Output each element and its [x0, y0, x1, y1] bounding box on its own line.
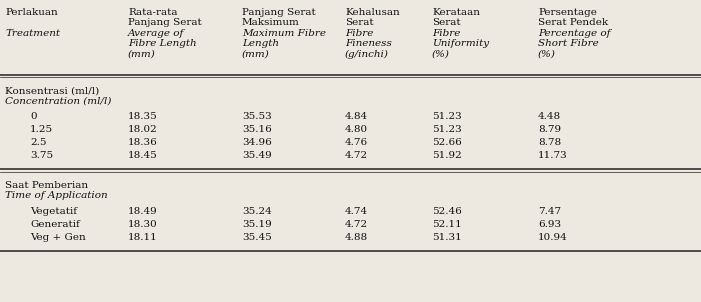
- Text: 35.24: 35.24: [242, 207, 272, 216]
- Text: 7.47: 7.47: [538, 207, 561, 216]
- Text: 18.11: 18.11: [128, 233, 158, 242]
- Text: 51.92: 51.92: [432, 152, 462, 160]
- Text: 4.84: 4.84: [345, 113, 368, 121]
- Text: 51.23: 51.23: [432, 113, 462, 121]
- Text: Rata-rata
Panjang Serat: Rata-rata Panjang Serat: [128, 8, 202, 27]
- Text: Kehalusan
Serat: Kehalusan Serat: [345, 8, 400, 27]
- Text: 35.45: 35.45: [242, 233, 272, 242]
- Text: Generatif: Generatif: [30, 220, 80, 229]
- Text: 35.49: 35.49: [242, 152, 272, 160]
- Text: 18.02: 18.02: [128, 126, 158, 134]
- Text: Panjang Serat
Maksimum: Panjang Serat Maksimum: [242, 8, 315, 27]
- Text: 4.72: 4.72: [345, 220, 368, 229]
- Text: Maximum Fibre
Length
(mm): Maximum Fibre Length (mm): [242, 29, 326, 59]
- Text: Kerataan
Serat: Kerataan Serat: [432, 8, 480, 27]
- Text: 11.73: 11.73: [538, 152, 568, 160]
- Text: 18.45: 18.45: [128, 152, 158, 160]
- Text: Average of
Fibre Length
(mm): Average of Fibre Length (mm): [128, 29, 196, 59]
- Text: 35.19: 35.19: [242, 220, 272, 229]
- Text: Fibre
Fineness
(g/inchi): Fibre Fineness (g/inchi): [345, 29, 392, 59]
- Text: 18.30: 18.30: [128, 220, 158, 229]
- Text: 4.74: 4.74: [345, 207, 368, 216]
- Text: Fibre
Uniformity
(%): Fibre Uniformity (%): [432, 29, 489, 59]
- Text: 8.78: 8.78: [538, 139, 561, 147]
- Text: Konsentrasi (ml/l): Konsentrasi (ml/l): [5, 86, 100, 95]
- Text: 4.80: 4.80: [345, 126, 368, 134]
- Text: 8.79: 8.79: [538, 126, 561, 134]
- Text: 51.23: 51.23: [432, 126, 462, 134]
- Text: 4.48: 4.48: [538, 113, 561, 121]
- Text: 35.53: 35.53: [242, 113, 272, 121]
- Text: 35.16: 35.16: [242, 126, 272, 134]
- Text: Persentage
Serat Pendek: Persentage Serat Pendek: [538, 8, 608, 27]
- Text: 4.76: 4.76: [345, 139, 368, 147]
- Text: 4.88: 4.88: [345, 233, 368, 242]
- Text: Percentage of
Short Fibre
(%): Percentage of Short Fibre (%): [538, 29, 611, 59]
- Text: Veg + Gen: Veg + Gen: [30, 233, 86, 242]
- Text: 34.96: 34.96: [242, 139, 272, 147]
- Text: Vegetatif: Vegetatif: [30, 207, 77, 216]
- Text: Treatment: Treatment: [5, 29, 60, 38]
- Text: 10.94: 10.94: [538, 233, 568, 242]
- Text: 0: 0: [30, 113, 36, 121]
- Text: 1.25: 1.25: [30, 126, 53, 134]
- Text: 52.46: 52.46: [432, 207, 462, 216]
- Text: Saat Pemberian: Saat Pemberian: [5, 181, 88, 190]
- Text: 18.35: 18.35: [128, 113, 158, 121]
- Text: 2.5: 2.5: [30, 139, 46, 147]
- Text: 18.36: 18.36: [128, 139, 158, 147]
- Text: 18.49: 18.49: [128, 207, 158, 216]
- Text: 52.11: 52.11: [432, 220, 462, 229]
- Text: Time of Application: Time of Application: [5, 191, 108, 201]
- Text: 6.93: 6.93: [538, 220, 561, 229]
- Text: 51.31: 51.31: [432, 233, 462, 242]
- Text: 52.66: 52.66: [432, 139, 462, 147]
- Text: 3.75: 3.75: [30, 152, 53, 160]
- Text: Concentration (ml/l): Concentration (ml/l): [5, 97, 111, 106]
- Text: 4.72: 4.72: [345, 152, 368, 160]
- Text: Perlakuan: Perlakuan: [5, 8, 57, 17]
